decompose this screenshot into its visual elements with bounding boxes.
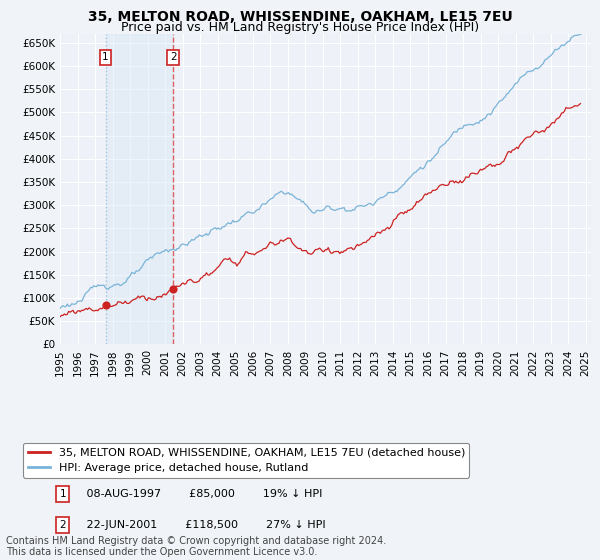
Text: 08-AUG-1997        £85,000        19% ↓ HPI: 08-AUG-1997 £85,000 19% ↓ HPI — [76, 488, 322, 498]
Point — [101, 301, 110, 310]
Text: Contains HM Land Registry data © Crown copyright and database right 2024.
This d: Contains HM Land Registry data © Crown c… — [6, 535, 386, 557]
Text: Price paid vs. HM Land Registry's House Price Index (HPI): Price paid vs. HM Land Registry's House … — [121, 21, 479, 34]
Bar — [106, 34, 173, 344]
Legend: 35, MELTON ROAD, WHISSENDINE, OAKHAM, LE15 7EU (detached house), HPI: Average pr: 35, MELTON ROAD, WHISSENDINE, OAKHAM, LE… — [23, 443, 469, 478]
Text: 1: 1 — [59, 488, 66, 498]
Text: 35, MELTON ROAD, WHISSENDINE, OAKHAM, LE15 7EU: 35, MELTON ROAD, WHISSENDINE, OAKHAM, LE… — [88, 10, 512, 24]
Text: 2: 2 — [59, 520, 66, 530]
Text: 22-JUN-2001        £118,500        27% ↓ HPI: 22-JUN-2001 £118,500 27% ↓ HPI — [76, 520, 326, 530]
Text: 2: 2 — [170, 52, 176, 62]
Point — [169, 285, 178, 294]
Text: 1: 1 — [102, 52, 109, 62]
